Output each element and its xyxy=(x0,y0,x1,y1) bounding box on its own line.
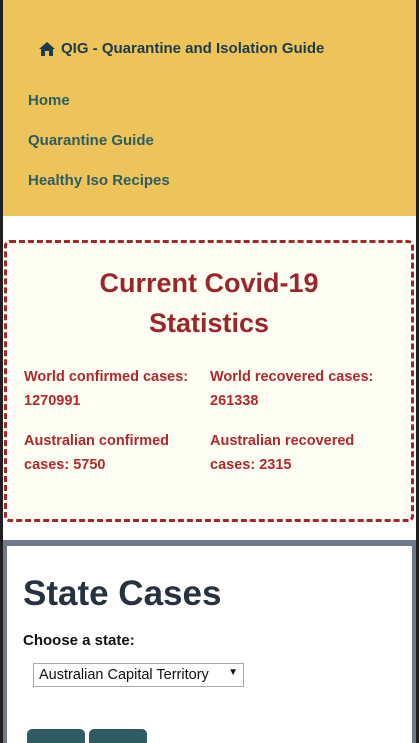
stats-title: Current Covid-19 Statistics xyxy=(99,268,319,338)
australian-recovered-value: 2315 xyxy=(259,457,292,473)
stats-section: Current Covid-19 Statistics World confirm… xyxy=(3,216,416,540)
home-icon xyxy=(39,41,55,56)
state-action-button-1[interactable] xyxy=(27,729,85,743)
world-confirmed-value: 1270991 xyxy=(24,393,81,409)
world-confirmed-stat: World confirmed cases: 1270991 xyxy=(24,365,188,413)
australian-confirmed-label: Australian confirmed cases: xyxy=(24,433,170,473)
state-select-value: Australian Capital Territory xyxy=(39,667,209,683)
state-select[interactable]: Australian Capital Territory ▼ xyxy=(33,663,244,687)
world-confirmed-label: World confirmed cases: xyxy=(24,369,189,385)
top-navigation: QIG - Quarantine and Isolation Guide Hom… xyxy=(3,0,416,216)
state-cases-title: State Cases xyxy=(23,574,222,613)
world-recovered-label: World recovered cases: xyxy=(210,369,374,385)
world-recovered-value: 261338 xyxy=(210,393,259,409)
nav-link-home[interactable]: Home xyxy=(28,92,70,109)
australian-recovered-label: Australian recovered cases: xyxy=(210,433,355,473)
australian-recovered-stat: Australian recovered cases: 2315 xyxy=(210,429,400,477)
nav-link-quarantine-guide[interactable]: Quarantine Guide xyxy=(28,132,154,149)
world-recovered-stat: World recovered cases: 261338 xyxy=(210,365,373,413)
state-action-button-2[interactable] xyxy=(89,729,147,743)
brand-title: QIG - Quarantine and Isolation Guide xyxy=(61,40,325,57)
choose-state-label: Choose a state: xyxy=(23,632,135,649)
state-cases-panel: State Cases Choose a state: Australian C… xyxy=(7,546,412,743)
australian-confirmed-value: 5750 xyxy=(73,457,106,473)
dropdown-arrow-icon: ▼ xyxy=(228,667,238,678)
nav-link-healthy-iso-recipes[interactable]: Healthy Iso Recipes xyxy=(28,172,170,189)
brand-link[interactable]: QIG - Quarantine and Isolation Guide xyxy=(38,40,324,57)
stats-panel: Current Covid-19 Statistics World confirm… xyxy=(4,240,414,522)
state-cases-section: State Cases Choose a state: Australian C… xyxy=(3,540,416,743)
australian-confirmed-stat: Australian confirmed cases: 5750 xyxy=(24,429,204,477)
